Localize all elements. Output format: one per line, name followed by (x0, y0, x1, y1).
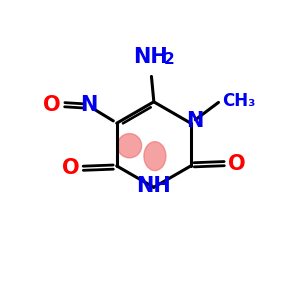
Text: CH₃: CH₃ (222, 92, 255, 110)
Ellipse shape (117, 134, 142, 158)
Text: 2: 2 (164, 52, 174, 67)
Text: N: N (186, 111, 204, 131)
Ellipse shape (144, 142, 166, 171)
Text: O: O (43, 95, 60, 115)
Text: NH: NH (136, 176, 171, 196)
Text: O: O (228, 154, 245, 174)
Text: NH: NH (133, 47, 168, 67)
Text: N: N (80, 95, 98, 115)
Text: O: O (62, 158, 80, 178)
